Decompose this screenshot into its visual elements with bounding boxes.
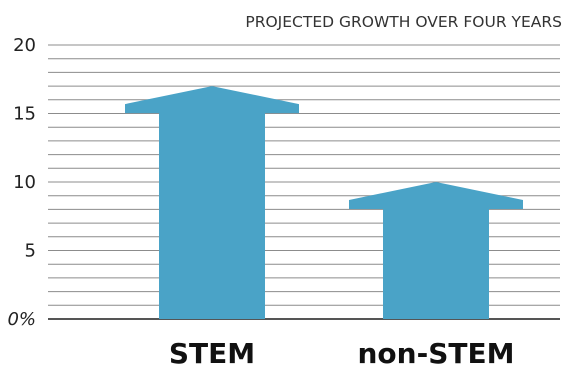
y-axis-ticks: 0% 5 10 15 20 bbox=[7, 35, 36, 330]
y-tick-label: 20 bbox=[13, 35, 36, 56]
bar-stem bbox=[125, 86, 299, 319]
y-tick-label: 5 bbox=[25, 241, 36, 262]
bar-non-stem bbox=[349, 182, 523, 319]
y-tick-label: 15 bbox=[13, 104, 36, 125]
chart-title: PROJECTED GROWTH OVER FOUR YEARS bbox=[245, 13, 562, 31]
y-tick-label: 10 bbox=[13, 172, 36, 193]
grid bbox=[48, 44, 560, 320]
x-axis-categories: STEM non-STEM bbox=[169, 337, 515, 368]
category-label: non-STEM bbox=[358, 337, 515, 368]
category-label: STEM bbox=[169, 337, 255, 368]
bars bbox=[125, 86, 523, 319]
y-tick-label: 0% bbox=[7, 309, 36, 330]
